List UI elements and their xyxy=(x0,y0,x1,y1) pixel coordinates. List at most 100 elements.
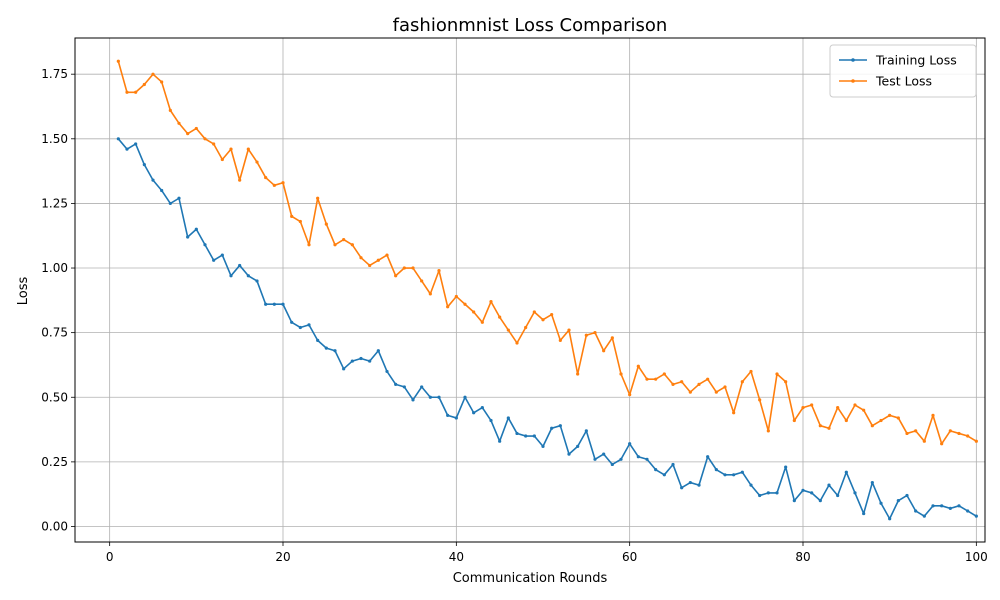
legend-label-training-loss: Training Loss xyxy=(875,53,957,68)
test-loss-point xyxy=(870,424,874,428)
test-loss-point xyxy=(238,178,242,182)
test-loss-point xyxy=(827,426,831,430)
training-loss-point xyxy=(697,483,701,487)
training-loss-point xyxy=(680,486,684,490)
test-loss-point xyxy=(558,338,562,342)
test-loss-point xyxy=(879,418,883,423)
test-loss-point xyxy=(125,90,129,94)
test-loss-point xyxy=(134,90,138,94)
training-loss-point xyxy=(940,504,944,508)
test-loss-point xyxy=(472,310,476,314)
test-loss-point xyxy=(359,256,363,260)
training-loss-point xyxy=(619,457,623,461)
training-loss-point xyxy=(368,359,372,363)
training-loss-point xyxy=(931,504,935,508)
training-loss-point xyxy=(437,395,441,399)
test-loss-point xyxy=(818,424,822,428)
test-loss-point xyxy=(645,377,649,381)
test-loss-point xyxy=(784,380,788,384)
training-loss-point xyxy=(948,506,952,510)
training-loss-point xyxy=(168,201,172,206)
training-loss-point xyxy=(177,196,181,200)
training-loss-point xyxy=(142,163,146,167)
training-loss-point xyxy=(333,349,337,353)
test-loss-point xyxy=(775,372,779,376)
training-loss-point xyxy=(654,468,658,472)
test-loss-point xyxy=(723,385,727,389)
training-loss-point xyxy=(896,499,900,503)
training-loss-point xyxy=(498,439,502,443)
test-loss-point xyxy=(151,72,155,76)
test-loss-point xyxy=(376,258,380,262)
legend-box xyxy=(829,44,977,98)
training-loss-point xyxy=(862,511,866,516)
training-loss-point xyxy=(723,473,727,477)
training-loss-point xyxy=(558,424,562,428)
test-loss-point xyxy=(836,406,840,410)
test-loss-point xyxy=(524,325,528,330)
test-loss-point xyxy=(350,243,354,247)
training-loss-point xyxy=(125,147,129,151)
test-loss-point xyxy=(194,126,198,131)
test-loss-point xyxy=(740,380,744,384)
test-loss-point xyxy=(810,403,814,407)
training-loss-point xyxy=(420,385,424,389)
x-tick-label: 80 xyxy=(795,550,810,564)
training-loss-point xyxy=(238,263,242,268)
test-loss-point xyxy=(922,439,926,443)
training-loss-point xyxy=(870,480,874,485)
y-axis: 0.00 0.25 0.50 0.75 1.00 1.25 1.50 1.75 xyxy=(41,67,75,533)
test-loss-point xyxy=(602,349,606,353)
test-loss-line xyxy=(117,61,977,445)
test-loss-point xyxy=(489,300,493,304)
training-loss-point xyxy=(220,253,224,257)
y-tick-label: 0.00 xyxy=(41,519,68,533)
test-loss-point xyxy=(610,336,614,340)
training-loss-point xyxy=(532,434,536,438)
training-loss-point xyxy=(974,514,978,518)
training-loss-point xyxy=(732,473,736,477)
legend-label-test-loss: Test Loss xyxy=(875,74,932,89)
training-loss-point xyxy=(489,418,493,423)
test-loss-point xyxy=(342,238,346,242)
series-layer xyxy=(116,59,978,521)
test-loss-point xyxy=(272,183,276,187)
training-loss-point xyxy=(688,480,692,485)
x-axis: 0 20 40 60 80 100 xyxy=(106,542,988,564)
test-loss-point xyxy=(853,403,857,407)
training-loss-point xyxy=(662,473,666,477)
training-loss-point xyxy=(844,470,848,474)
test-loss-point xyxy=(316,196,320,200)
training-loss-point xyxy=(905,493,909,498)
test-loss-point xyxy=(680,380,684,384)
test-loss-point xyxy=(515,341,519,345)
training-loss-point xyxy=(298,325,302,330)
training-loss-point xyxy=(359,356,363,361)
test-loss-point xyxy=(532,310,536,314)
test-loss-point xyxy=(688,390,692,394)
test-loss-point xyxy=(792,418,796,423)
x-tick-label: 60 xyxy=(622,550,637,564)
test-loss-point xyxy=(749,369,753,374)
training-loss-point xyxy=(706,455,710,459)
training-loss-point xyxy=(463,395,467,399)
test-loss-point xyxy=(324,222,328,226)
y-tick-label: 1.50 xyxy=(41,132,68,146)
test-loss-point xyxy=(307,243,311,247)
training-loss-point xyxy=(576,444,580,448)
training-loss-point xyxy=(160,188,164,193)
training-loss-point xyxy=(454,416,458,420)
training-loss-point xyxy=(134,142,138,146)
training-loss-point xyxy=(246,274,250,278)
test-loss-point xyxy=(506,328,510,332)
test-loss-point xyxy=(940,442,944,446)
training-loss-point xyxy=(394,382,398,386)
plot-frame xyxy=(74,37,986,543)
training-loss-point xyxy=(922,514,926,518)
training-loss-point xyxy=(229,274,233,278)
training-loss-point xyxy=(801,488,805,492)
test-loss-point xyxy=(654,377,658,381)
test-loss-point xyxy=(480,320,484,324)
y-tick-label: 1.75 xyxy=(41,67,68,81)
test-loss-point xyxy=(697,382,701,386)
